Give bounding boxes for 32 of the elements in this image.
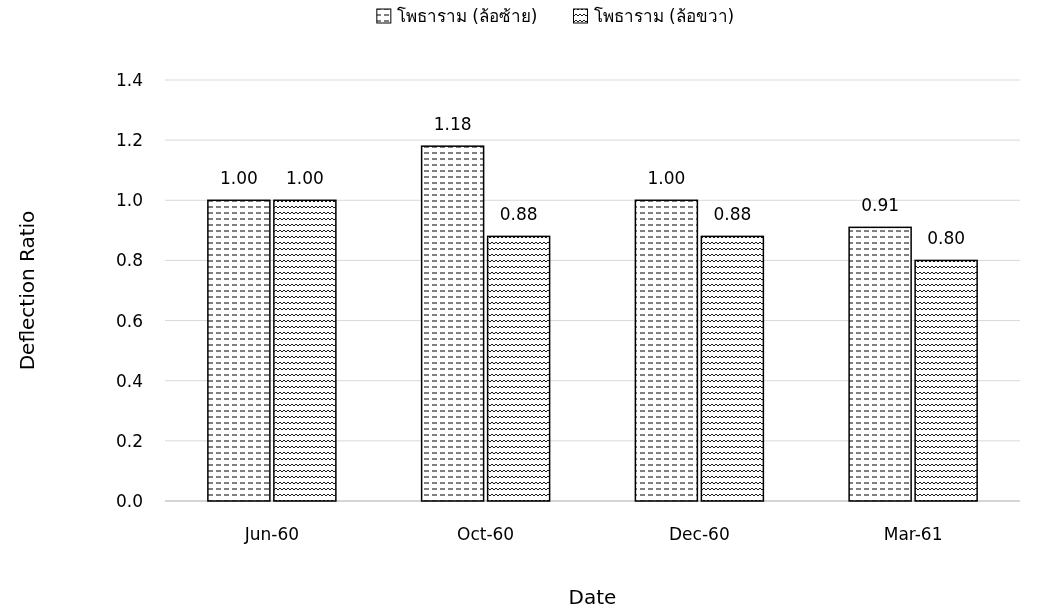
bar (848, 226, 912, 502)
y-tick-label: 0.8 (115, 250, 143, 271)
data-label: 0.88 (713, 204, 752, 225)
data-label: 0.88 (499, 204, 538, 225)
bar (634, 199, 699, 502)
bar (700, 235, 765, 502)
data-label: 1.00 (647, 168, 686, 189)
data-label: 1.00 (285, 168, 324, 189)
legend-label: โพธาราม (ล้อขวา) (593, 6, 735, 26)
legend-label: โพธาราม (ล้อซ้าย) (396, 6, 538, 26)
data-label: 1.00 (219, 168, 258, 189)
x-tick-label: Mar-61 (883, 524, 943, 544)
y-tick-label: 0.6 (115, 310, 143, 331)
y-tick-label: 0.4 (115, 370, 143, 391)
x-tick-label: Oct-60 (457, 524, 515, 544)
data-label: 0.80 (927, 228, 966, 249)
x-tick-label: Dec-60 (669, 524, 730, 544)
data-label: 1.18 (433, 114, 472, 135)
bar (486, 235, 551, 502)
data-label: 0.91 (861, 195, 900, 216)
bar (273, 199, 337, 502)
y-tick-label: 0.0 (115, 491, 143, 511)
x-axis-title: Date (568, 585, 617, 609)
bar (207, 199, 271, 502)
bar (420, 145, 485, 502)
bar (914, 259, 978, 502)
x-tick-label: Jun-60 (243, 524, 300, 544)
y-tick-label: 0.2 (115, 430, 143, 451)
y-tick-label: 1.2 (115, 130, 143, 151)
y-tick-label: 1.4 (115, 70, 143, 90)
y-axis-title: Deflection Ratio (15, 210, 39, 371)
y-tick-label: 1.0 (115, 190, 143, 211)
